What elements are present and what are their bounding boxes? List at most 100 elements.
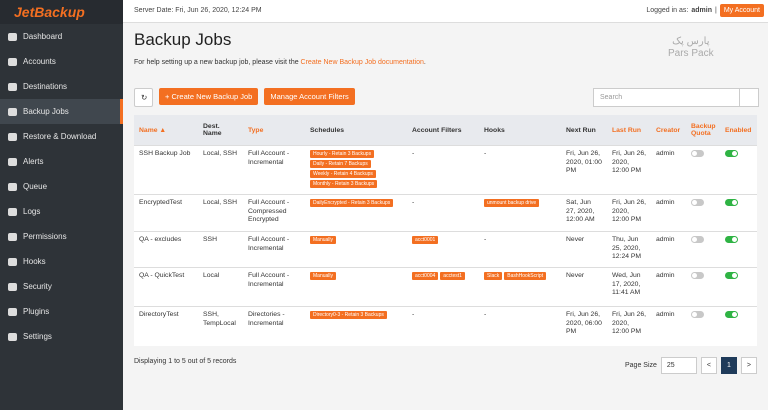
cell: admin bbox=[651, 267, 686, 307]
cell bbox=[686, 194, 720, 232]
cell: SSH bbox=[198, 231, 243, 268]
page-title: Backup Jobs bbox=[134, 30, 232, 49]
sidebar: JetBackup Dashboard Accounts Destinations B… bbox=[0, 0, 123, 410]
schedule-tag: Manually bbox=[310, 236, 337, 244]
header-row: Name ▲ Dest. Name Type Schedules Account Fil… bbox=[134, 115, 757, 146]
help: For help setting up a new backup job, pl… bbox=[134, 59, 426, 66]
nav-item[interactable]: Backup Jobs bbox=[0, 99, 123, 124]
enabled-toggle[interactable] bbox=[725, 236, 738, 243]
column-label: Last Run bbox=[612, 126, 642, 134]
column-header[interactable]: Type bbox=[243, 115, 305, 146]
watermark-latin: Pars Pack bbox=[668, 48, 714, 59]
quota-toggle[interactable] bbox=[691, 150, 704, 157]
cell bbox=[720, 231, 757, 268]
nav-label: Backup Jobs bbox=[23, 107, 69, 116]
column-label: Account Filters bbox=[412, 126, 462, 134]
enabled-toggle[interactable] bbox=[725, 272, 738, 279]
cell-text: - bbox=[412, 311, 415, 318]
logo: JetBackup bbox=[0, 0, 123, 24]
quota-toggle[interactable] bbox=[691, 272, 704, 279]
create-label: Create New Backup Job bbox=[171, 92, 253, 101]
cell: - bbox=[407, 194, 479, 232]
nav-item[interactable]: Alerts bbox=[0, 149, 123, 174]
cell-text: SSH, TempLocal bbox=[203, 311, 236, 327]
column-header[interactable]: Last Run bbox=[607, 115, 651, 146]
search-icon[interactable] bbox=[739, 89, 758, 106]
page-size[interactable]: 25 bbox=[660, 357, 697, 374]
cell: - bbox=[407, 306, 479, 346]
server-date: Server Date: Fri, Jun 26, 2020, 12:24 PM bbox=[134, 7, 262, 14]
nav-item[interactable]: Plugins bbox=[0, 299, 123, 324]
column-header[interactable]: Name ▲ bbox=[134, 115, 198, 146]
column-header: Account Filters bbox=[407, 115, 479, 146]
cell: Thu, Jun 25, 2020, 12:24 PM bbox=[607, 231, 651, 268]
cell: Fri, Jun 26, 2020, 12:00 PM bbox=[607, 194, 651, 232]
nav-label: Security bbox=[23, 282, 52, 291]
nav-item[interactable]: Queue bbox=[0, 174, 123, 199]
nav-label: Permissions bbox=[23, 232, 67, 241]
next[interactable]: > bbox=[740, 357, 757, 374]
schedule-tag: Directory0-3 - Retain 3 Backups bbox=[310, 311, 387, 319]
column-header: Dest. Name bbox=[198, 115, 243, 146]
records: Displaying 1 to 5 out of 5 records bbox=[134, 358, 237, 365]
table-body: SSH Backup Job Local, SSH Full Account - I… bbox=[134, 145, 757, 346]
cell: Full Account - Incremental bbox=[243, 231, 305, 268]
nav-item[interactable]: Destinations bbox=[0, 74, 123, 99]
refresh-button[interactable]: ↻ bbox=[134, 88, 153, 107]
quota-toggle[interactable] bbox=[691, 199, 704, 206]
help-link[interactable]: Create New Backup Job documentation bbox=[300, 59, 424, 66]
pagination: Page Size 25 < 1 > bbox=[625, 357, 757, 374]
nav-item[interactable]: Accounts bbox=[0, 49, 123, 74]
quota-toggle[interactable] bbox=[691, 311, 704, 318]
nav-icon bbox=[8, 207, 17, 216]
cell: Full Account - Incremental bbox=[243, 267, 305, 307]
manage-button[interactable]: Manage Account Filters bbox=[264, 88, 355, 105]
cell-text: Directories - Incremental bbox=[248, 311, 285, 327]
nav-item[interactable]: Restore & Download bbox=[0, 124, 123, 149]
nav-icon bbox=[8, 182, 17, 191]
cell-text: Never bbox=[566, 272, 585, 279]
column-header[interactable]: Creator bbox=[651, 115, 686, 146]
nav-item[interactable]: Permissions bbox=[0, 224, 123, 249]
column-header[interactable]: Enabled bbox=[720, 115, 757, 146]
cell-text: Local bbox=[203, 272, 220, 279]
schedule-tag: DailyEncrypted - Retain 3 Backups bbox=[310, 199, 394, 207]
cell: Slack BashHookScript bbox=[479, 267, 561, 307]
nav-item[interactable]: Dashboard bbox=[0, 24, 123, 49]
nav-item[interactable]: Security bbox=[0, 274, 123, 299]
cell-text: DirectoryTest bbox=[139, 311, 179, 318]
search[interactable]: Search bbox=[593, 88, 759, 107]
column-header[interactable]: Backup Quota bbox=[686, 115, 720, 146]
nav-item[interactable]: Logs bbox=[0, 199, 123, 224]
prev[interactable]: < bbox=[700, 357, 717, 374]
cell: SSH Backup Job bbox=[134, 145, 198, 195]
nav-label: Logs bbox=[23, 207, 41, 216]
schedule-tag: Daily - Retain 7 Backups bbox=[310, 160, 371, 168]
cell-text: Never bbox=[566, 236, 585, 243]
column-label: Creator bbox=[656, 126, 681, 134]
cell-text: - bbox=[412, 150, 415, 157]
schedule-tag: Hourly - Retain 3 Backups bbox=[310, 150, 375, 158]
account-button[interactable]: My Account bbox=[719, 4, 764, 17]
cell-text: - bbox=[484, 150, 487, 157]
column-label: Schedules bbox=[310, 126, 344, 134]
topbar: Server Date: Fri, Jun 26, 2020, 12:24 PM… bbox=[123, 0, 768, 23]
cell: admin bbox=[651, 194, 686, 232]
nav-label: Dashboard bbox=[23, 32, 63, 41]
cell: Directory0-3 - Retain 3 Backups bbox=[305, 306, 407, 346]
page[interactable]: 1 bbox=[721, 357, 737, 374]
enabled-toggle[interactable] bbox=[725, 150, 738, 157]
cell-text: Fri, Jun 26, 2020, 12:00 PM bbox=[612, 311, 646, 335]
create-button[interactable]: + Create New Backup Job bbox=[159, 88, 259, 105]
schedule-tag: Weekly - Retain 4 Backups bbox=[310, 170, 376, 178]
cell: Local bbox=[198, 267, 243, 307]
nav-icon bbox=[8, 32, 17, 41]
enabled-toggle[interactable] bbox=[725, 311, 738, 318]
quota-toggle[interactable] bbox=[691, 236, 704, 243]
nav-item[interactable]: Hooks bbox=[0, 249, 123, 274]
cell-text: EncryptedTest bbox=[139, 199, 183, 206]
enabled-toggle[interactable] bbox=[725, 199, 738, 206]
cell-text: Full Account - Incremental bbox=[248, 150, 290, 166]
nav-item[interactable]: Settings bbox=[0, 324, 123, 349]
column-header: Hooks bbox=[479, 115, 561, 146]
